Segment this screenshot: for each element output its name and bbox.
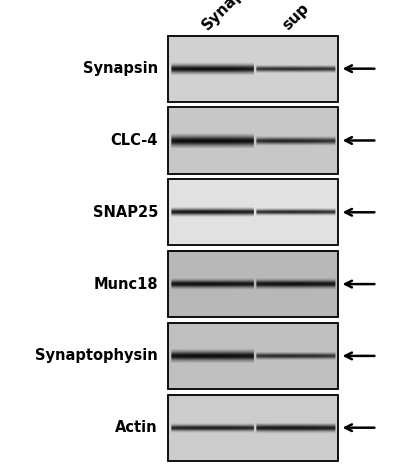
Bar [168, 36, 338, 102]
Text: sup: sup [280, 1, 312, 33]
Text: Actin: Actin [115, 420, 158, 435]
Bar [168, 107, 338, 173]
Bar [168, 323, 338, 389]
Text: CLC-4: CLC-4 [111, 133, 158, 148]
Bar [168, 179, 338, 245]
Text: Synapsin: Synapsin [83, 61, 158, 76]
Text: SNAP25: SNAP25 [92, 205, 158, 220]
Text: Synaptosome: Synaptosome [200, 0, 293, 33]
Text: Munc18: Munc18 [93, 276, 158, 292]
Bar [168, 395, 338, 461]
Bar [168, 251, 338, 317]
Text: Synaptophysin: Synaptophysin [35, 348, 158, 363]
